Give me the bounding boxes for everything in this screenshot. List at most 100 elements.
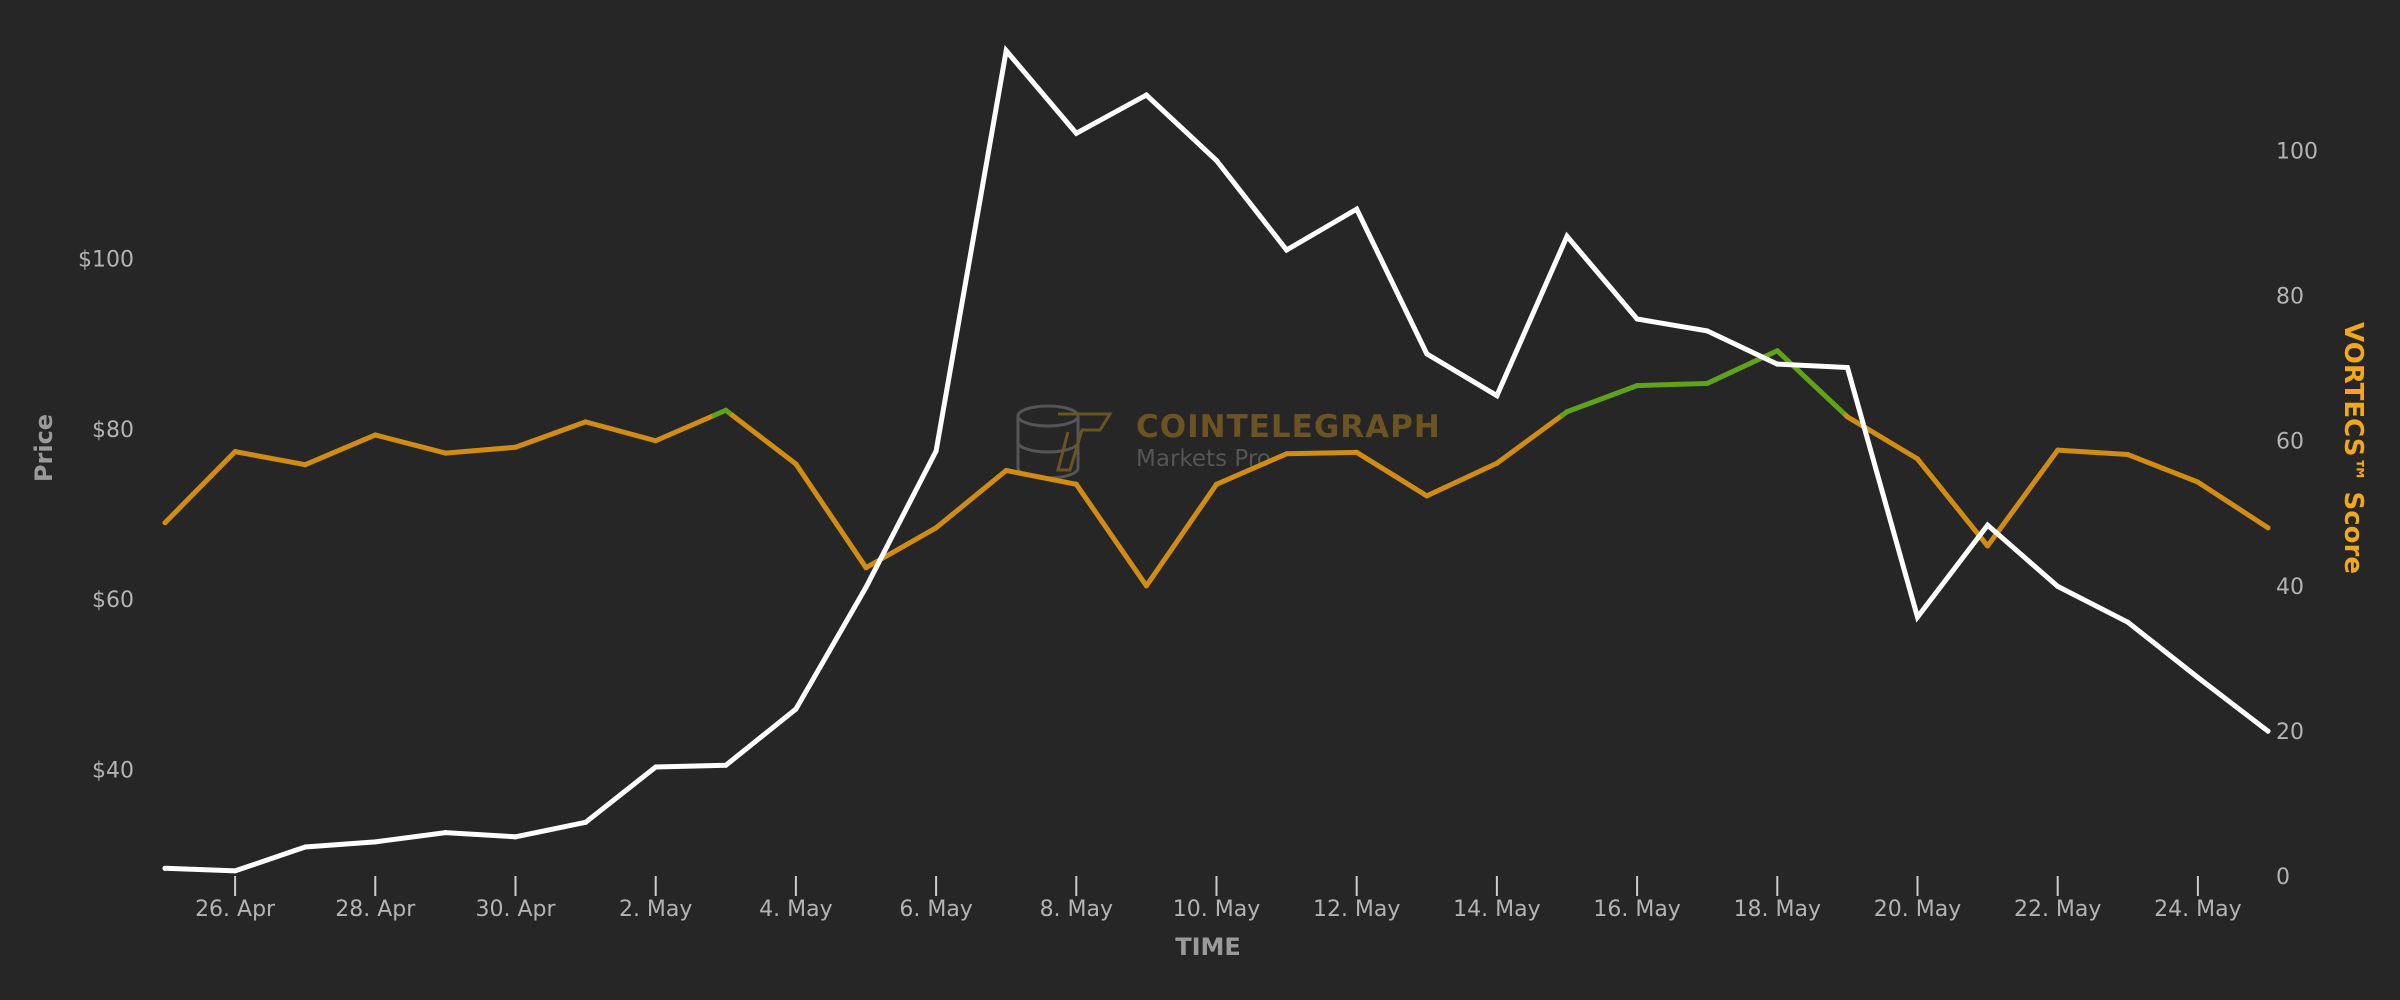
x-tick-label: 10. May — [1173, 897, 1260, 922]
score-tick-label: 20 — [2276, 720, 2304, 745]
score-point — [653, 438, 659, 444]
score-segment — [1985, 447, 2061, 549]
series-price-line — [162, 45, 2271, 874]
price-point — [933, 448, 939, 454]
score-segment — [1774, 348, 1849, 418]
score-point — [1634, 383, 1640, 389]
score-point — [1985, 543, 1991, 549]
score-segment — [1424, 460, 1500, 499]
price-point — [1774, 361, 1780, 367]
x-tick-label: 18. May — [1734, 897, 1821, 922]
score-segment — [372, 432, 448, 456]
score-segment — [729, 412, 799, 467]
score-point — [1354, 449, 1360, 455]
score-segment — [2195, 479, 2271, 531]
price-point — [1704, 328, 1710, 334]
score-point — [583, 419, 589, 425]
score-point — [1774, 348, 1780, 354]
score-point — [372, 432, 378, 438]
price-tick-label: $60 — [92, 588, 134, 613]
score-segment — [1354, 449, 1430, 499]
price-point — [1214, 158, 1219, 164]
score-point — [1003, 467, 1009, 473]
score-point — [793, 461, 799, 467]
score-point — [1424, 493, 1430, 499]
score-segment — [2055, 447, 2131, 458]
score-point — [1284, 451, 1290, 457]
price-axis: $40 $60 $80 $100 — [78, 247, 134, 783]
price-point — [653, 764, 659, 770]
score-point — [723, 407, 729, 413]
watermark-logo-icon — [1016, 404, 1113, 480]
score-segment — [513, 419, 589, 450]
price-point — [1003, 48, 1009, 54]
price-point — [232, 868, 238, 874]
x-tick-label: 28. Apr — [335, 897, 416, 922]
score-point — [2055, 447, 2061, 453]
price-point — [1143, 92, 1149, 98]
score-segment — [1704, 348, 1780, 386]
score-segment — [933, 467, 1009, 531]
score-tick-label: 80 — [2276, 285, 2304, 310]
price-point — [1564, 233, 1570, 239]
x-tick-label: 8. May — [1040, 897, 1113, 922]
x-tick-label: 26. Apr — [195, 897, 276, 922]
x-axis-title: TIME — [1175, 933, 1241, 961]
price-point — [2125, 619, 2131, 625]
series-lines — [162, 45, 2271, 874]
score-segment — [1214, 451, 1290, 487]
x-tick-label: 30. Apr — [475, 897, 556, 922]
score-point — [933, 525, 939, 531]
price-point — [372, 839, 378, 845]
score-segment — [302, 432, 378, 468]
score-segment — [232, 449, 308, 468]
score-point — [1073, 481, 1079, 487]
score-segment — [793, 461, 869, 571]
x-tick-label: 16. May — [1593, 897, 1680, 922]
x-tick-label: 2. May — [619, 897, 692, 922]
price-point — [1354, 206, 1360, 212]
score-point — [513, 444, 518, 450]
price-point — [1494, 393, 1500, 399]
score-segment — [653, 412, 717, 444]
score-segment — [1284, 449, 1360, 457]
score-tick-label: 0 — [2276, 865, 2290, 890]
score-point — [162, 520, 168, 526]
score-segment — [1634, 380, 1710, 389]
score-segment — [1494, 412, 1565, 466]
score-point — [1143, 583, 1149, 589]
price-point — [162, 865, 168, 871]
price-tick-label: $100 — [78, 247, 134, 272]
score-tick-label: 100 — [2276, 140, 2318, 165]
score-axis-title: VORTECS™ Score — [2338, 322, 2368, 574]
price-point — [723, 762, 729, 768]
watermark-brand: COINTELEGRAPH — [1136, 409, 1441, 445]
price-tick-label: $40 — [92, 759, 134, 784]
score-point — [2195, 479, 2201, 485]
watermark-product: Markets Pro — [1136, 446, 1271, 472]
x-tick-label: 6. May — [899, 897, 972, 922]
score-point — [1564, 409, 1570, 415]
price-tick-label: $80 — [92, 418, 134, 443]
score-segment — [1844, 414, 1920, 462]
score-point — [442, 450, 448, 456]
x-tick-label: 12. May — [1313, 897, 1400, 922]
price-point — [1073, 130, 1079, 136]
score-point — [232, 449, 238, 455]
score-tick-label: 60 — [2276, 430, 2304, 455]
price-point — [2195, 675, 2201, 681]
watermark: COINTELEGRAPH Markets Pro — [1016, 404, 1441, 480]
score-segment — [442, 444, 518, 456]
score-segment — [162, 449, 238, 526]
score-point — [1844, 414, 1850, 420]
price-point — [1284, 247, 1290, 253]
score-point — [1915, 456, 1920, 462]
price-point — [583, 819, 589, 825]
price-axis-title: Price — [30, 414, 58, 482]
score-tick-label: 40 — [2276, 575, 2304, 600]
price-point — [513, 834, 518, 840]
price-point — [442, 830, 448, 836]
score-segment — [1143, 481, 1219, 589]
